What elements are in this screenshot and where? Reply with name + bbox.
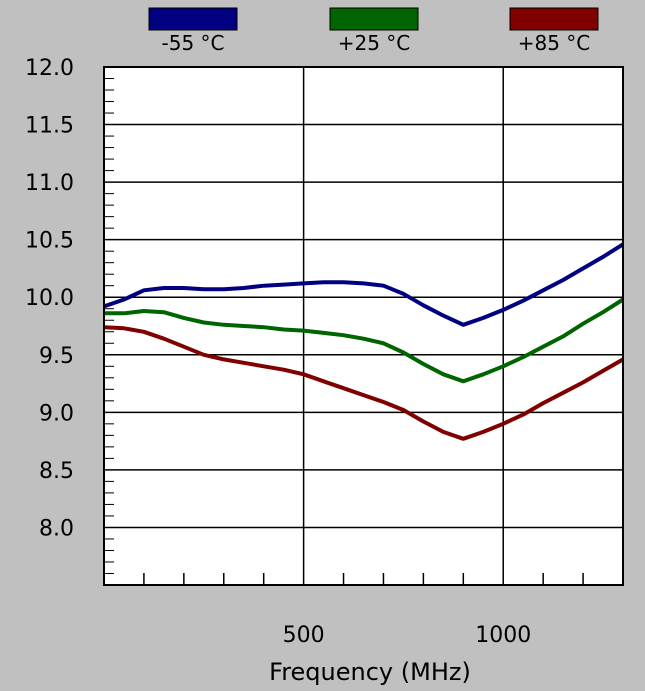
y-tick-label: 8.0 (39, 516, 74, 541)
series-group (103, 242, 625, 441)
legend-label: -55 °C (162, 31, 225, 55)
legend-swatch (329, 7, 419, 31)
y-tick-label: 10.0 (25, 286, 74, 311)
y-tick-label: 10.5 (25, 229, 74, 254)
plot-border (103, 66, 624, 586)
series-line-3 (103, 325, 624, 441)
legend-label: +85 °C (518, 31, 591, 55)
legend-swatch (148, 7, 238, 31)
series-line-1 (103, 242, 625, 327)
legend: -55 °C +25 °C +85 °C (148, 7, 599, 55)
y-tick-label: 12.0 (25, 56, 74, 81)
series-line-2 (104, 297, 625, 384)
y-tick-label: 9.5 (39, 344, 74, 369)
x-axis-title: Frequency (MHz) (269, 658, 471, 686)
y-tick-label: 9.0 (39, 401, 74, 426)
legend-swatch (509, 7, 599, 31)
y-tick-labels: 8.0 8.5 9.0 9.5 10.0 10.5 11.0 11.5 12.0 (25, 56, 74, 541)
y-tick-label: 11.0 (25, 171, 74, 196)
plot-area (104, 67, 623, 585)
y-tick-label: 8.5 (39, 459, 74, 484)
legend-label: +25 °C (338, 31, 411, 55)
x-tick-label: 1000 (475, 623, 531, 648)
x-tick-labels: 500 1000 (283, 623, 532, 648)
y-tick-label: 11.5 (25, 114, 74, 139)
x-tick-label: 500 (283, 623, 325, 648)
